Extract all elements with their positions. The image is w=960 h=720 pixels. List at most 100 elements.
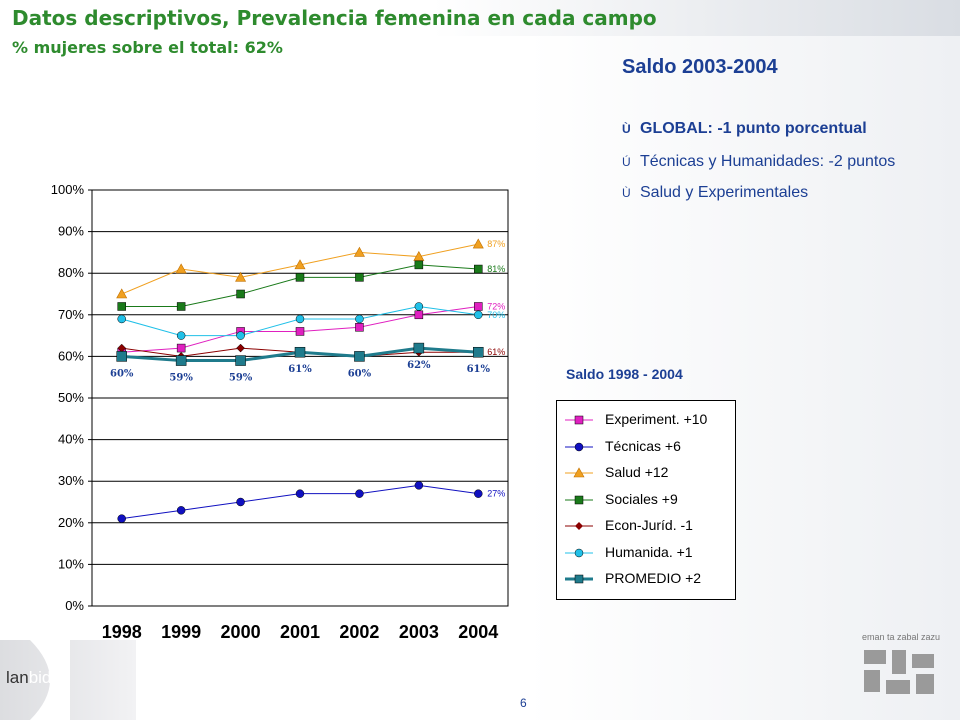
data-point	[175, 263, 187, 274]
page-subtitle: % mujeres sobre el total: 62%	[12, 38, 283, 57]
data-point	[235, 271, 247, 282]
legend-swatch	[565, 574, 593, 584]
average-point-label: 62%	[407, 360, 431, 371]
data-point	[236, 343, 245, 353]
logo-suffix: bide	[28, 668, 61, 687]
y-tick-label: 90%	[58, 224, 84, 239]
legend-swatch	[565, 522, 593, 530]
data-point	[117, 514, 126, 523]
x-tick-label: 1998	[102, 622, 142, 642]
legend-label: Humanida. +1	[605, 543, 693, 560]
range-title: Saldo 1998 - 2004	[566, 366, 683, 382]
legend-item: Técnicas +6	[565, 436, 735, 456]
summary-bullet-global: Ù GLOBAL: -1 punto porcentual	[622, 120, 867, 138]
data-point	[413, 342, 425, 354]
bullet-text: Técnicas y Humanidades: -2 puntos	[640, 153, 896, 170]
y-tick-label: 60%	[58, 348, 84, 363]
summary-bullet-salud: Ù Salud y Experimentales	[622, 184, 808, 202]
y-tick-label: 30%	[58, 473, 84, 488]
data-point	[236, 497, 245, 507]
data-point	[236, 331, 245, 340]
data-point	[414, 302, 424, 311]
data-point	[355, 489, 364, 498]
legend-swatch	[565, 442, 593, 451]
data-point	[176, 506, 186, 515]
end-value-label: 70%	[487, 310, 505, 320]
legend-item: Salud +12	[565, 462, 735, 482]
legend-swatch	[565, 548, 593, 557]
average-point-label: 61%	[288, 364, 312, 375]
bullet-marker: Ù	[622, 186, 631, 200]
legend-item: Humanida. +1	[565, 542, 735, 562]
data-point	[473, 346, 484, 358]
data-point	[295, 489, 305, 498]
data-point	[354, 351, 365, 362]
page-number: 6	[520, 696, 527, 710]
end-value-label: 72%	[487, 301, 505, 311]
data-point	[294, 346, 306, 358]
y-tick-label: 80%	[58, 265, 84, 280]
bullet-text: Salud y Experimentales	[640, 184, 809, 201]
lanbide-logo: lanbide	[6, 668, 61, 688]
data-point	[472, 238, 484, 249]
data-point	[295, 273, 305, 282]
data-point	[176, 343, 186, 353]
data-point	[117, 302, 126, 311]
summary-bullet-tecnicas: Ú Técnicas y Humanidades: -2 puntos	[622, 153, 895, 171]
bullet-text: GLOBAL: -1 punto porcentual	[640, 120, 867, 137]
chart-legend: Experiment. +10 Técnicas +6 Salud +12 Socia…	[556, 400, 736, 600]
y-tick-label: 100%	[51, 182, 85, 197]
header-band	[0, 0, 960, 36]
legend-item: Econ-Juríd. -1	[565, 515, 735, 535]
end-value-label: 81%	[487, 264, 505, 274]
data-point	[414, 310, 424, 320]
data-point	[355, 273, 364, 282]
data-point	[414, 481, 424, 490]
legend-label: Sociales +9	[605, 490, 678, 507]
data-point	[414, 260, 424, 270]
data-point	[355, 314, 364, 324]
data-point	[236, 289, 245, 299]
upv-emblem	[864, 650, 934, 694]
legend-item: Experiment. +10	[565, 409, 735, 429]
y-tick-label: 70%	[58, 307, 84, 322]
average-point-label: 60%	[348, 368, 372, 379]
average-point-label: 59%	[229, 373, 253, 384]
legend-label: Econ-Juríd. -1	[605, 517, 693, 533]
lanbide-logo-arc	[30, 640, 70, 720]
data-point	[353, 246, 365, 257]
bullet-marker: Ú	[622, 155, 631, 169]
data-point	[116, 288, 128, 299]
end-value-label: 27%	[487, 489, 505, 499]
y-tick-label: 20%	[58, 515, 84, 530]
average-point-label: 59%	[169, 373, 193, 384]
data-point	[355, 323, 364, 332]
average-point-label: 61%	[467, 364, 491, 375]
x-tick-label: 2002	[339, 622, 379, 642]
bullet-marker: Ù	[622, 122, 631, 136]
legend-label: Experiment. +10	[605, 411, 708, 427]
x-tick-label: 2000	[221, 622, 261, 642]
legend-label: PROMEDIO +2	[605, 570, 702, 586]
data-point	[176, 331, 186, 340]
data-point	[413, 250, 425, 261]
end-value-label: 87%	[487, 239, 505, 249]
legend-swatch	[565, 467, 593, 478]
data-point	[175, 355, 187, 366]
data-point	[116, 351, 127, 362]
x-tick-label: 1999	[161, 622, 201, 642]
x-tick-label: 2001	[280, 622, 320, 642]
data-point	[294, 259, 306, 270]
x-tick-label: 2004	[458, 622, 498, 642]
data-point	[295, 314, 305, 324]
x-tick-label: 2003	[399, 622, 439, 642]
data-point	[474, 264, 483, 274]
data-point	[117, 314, 126, 324]
y-tick-label: 50%	[58, 390, 84, 405]
logo-prefix: lan	[6, 668, 29, 687]
emblem-caption: eman ta zabal zazu	[862, 632, 941, 642]
data-point	[474, 489, 483, 498]
y-tick-label: 40%	[58, 432, 84, 447]
legend-swatch	[565, 415, 593, 425]
